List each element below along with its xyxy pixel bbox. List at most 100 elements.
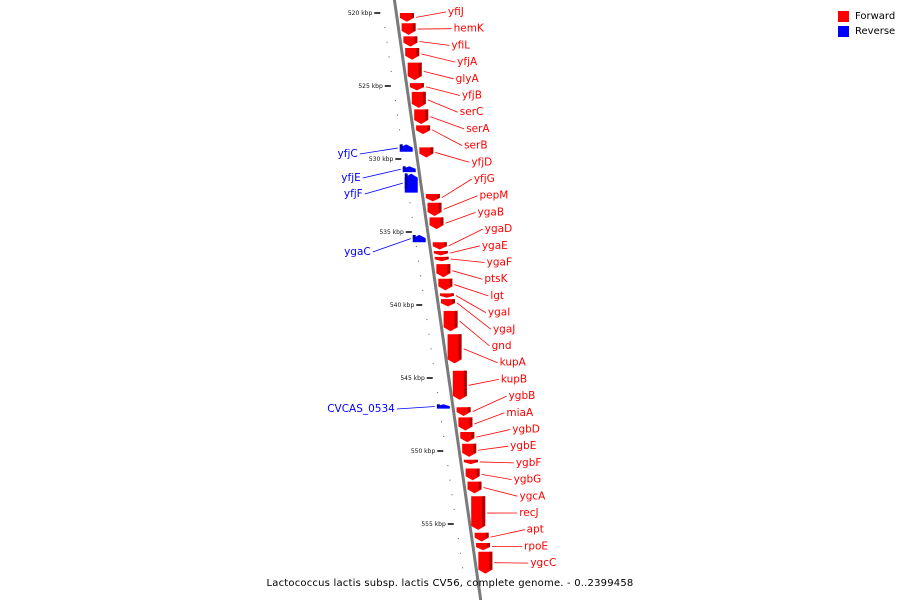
gene-label[interactable]: pepM (480, 190, 509, 202)
gene-leader-line (441, 178, 473, 199)
forward-gene[interactable] (399, 13, 414, 22)
gene-shading (487, 542, 491, 547)
axis-tick-label: 520 kbp (348, 10, 373, 17)
gene-label[interactable]: kupB (501, 373, 527, 385)
gene-label[interactable]: ygaC (344, 246, 371, 258)
forward-gene[interactable] (436, 264, 451, 278)
axis-tick-label: 535 kbp (379, 229, 404, 236)
forward-gene[interactable] (409, 83, 424, 91)
forward-gene[interactable] (456, 407, 471, 416)
forward-gene[interactable] (425, 194, 440, 202)
gene-label[interactable]: serA (466, 123, 490, 135)
gene-shading (473, 443, 477, 453)
forward-gene[interactable] (462, 443, 477, 457)
gene-label[interactable]: lgt (490, 290, 504, 302)
gene-leader-line (450, 258, 485, 263)
gene-label[interactable]: gnd (492, 340, 512, 352)
gene-label[interactable]: yfjA (457, 56, 478, 68)
gene-label[interactable]: serB (464, 140, 487, 152)
forward-gene[interactable] (452, 370, 467, 400)
forward-gene[interactable] (467, 481, 482, 494)
forward-gene[interactable] (401, 23, 416, 35)
forward-gene[interactable] (434, 256, 449, 262)
forward-gene[interactable] (471, 496, 486, 530)
gene-label[interactable]: ygbD (512, 424, 540, 436)
forward-gene[interactable] (478, 551, 493, 574)
forward-gene[interactable] (447, 334, 462, 364)
reverse-gene[interactable] (412, 234, 426, 243)
forward-gene[interactable] (405, 48, 420, 60)
gene-label[interactable]: ygcA (520, 490, 547, 502)
gene-label[interactable]: ygbF (516, 457, 542, 469)
forward-gene[interactable] (416, 125, 431, 135)
gene-label[interactable]: ygaI (488, 307, 510, 319)
forward-gene[interactable] (432, 242, 447, 250)
gene-label[interactable]: yfjF (344, 188, 363, 200)
forward-gene[interactable] (414, 109, 429, 124)
gene-label[interactable]: yfjE (341, 172, 360, 184)
gene-shading (412, 23, 416, 31)
forward-gene[interactable] (438, 278, 453, 291)
gene-label[interactable]: ygbE (510, 440, 536, 452)
gene-label[interactable]: serC (460, 106, 484, 118)
gene-label[interactable]: yfjD (471, 156, 492, 168)
forward-gene[interactable] (411, 91, 426, 108)
gene-label[interactable]: yfjG (474, 173, 495, 185)
gene-label[interactable]: ygaE (482, 240, 508, 252)
forward-gene[interactable] (429, 217, 444, 230)
gene-label[interactable]: ygbB (509, 390, 536, 402)
forward-gene[interactable] (439, 293, 454, 298)
gene-label[interactable]: rpoE (524, 540, 548, 552)
gene-shading (474, 459, 478, 463)
reverse-gene[interactable] (402, 166, 416, 173)
gene-leader-line (449, 245, 480, 254)
reverse-gene[interactable] (404, 173, 418, 193)
gene-label[interactable]: ygaB (478, 206, 505, 218)
reverse-gene[interactable] (399, 144, 413, 152)
forward-gene[interactable] (460, 432, 475, 443)
forward-gene[interactable] (465, 468, 480, 481)
gene-label[interactable]: ygaJ (493, 323, 515, 335)
gene-label[interactable]: ygcC (530, 557, 556, 569)
forward-gene[interactable] (458, 417, 473, 431)
reverse-gene[interactable] (436, 404, 450, 409)
gene-shading (404, 173, 408, 189)
gene-shading (422, 91, 426, 104)
gene-label[interactable]: ygaF (487, 257, 512, 269)
forward-gene[interactable] (427, 202, 442, 216)
gene-label[interactable]: glyA (456, 73, 480, 85)
gene-leader-line (419, 41, 450, 46)
gene-shading (416, 48, 420, 56)
forward-gene[interactable] (403, 36, 418, 47)
gene-label[interactable]: apt (527, 524, 544, 536)
axis-ticks: 520 kbp 525 kbp 530 kbp 535 kbp 540 kbp 545 k… (348, 10, 464, 569)
gene-leader-line (478, 445, 509, 451)
gene-label[interactable]: yfjB (462, 90, 482, 102)
gene-label[interactable]: ygbG (514, 474, 542, 486)
gene-leader-line (463, 348, 498, 364)
gene-label[interactable]: yfiJ (448, 6, 464, 18)
forward-gene[interactable] (440, 299, 455, 307)
gene-leader-line (481, 473, 512, 480)
forward-gene[interactable] (463, 459, 478, 465)
gene-label[interactable]: ptsK (484, 273, 508, 285)
gene-shading (471, 432, 475, 439)
gene-label[interactable]: recJ (519, 507, 538, 519)
forward-gene[interactable] (419, 147, 434, 158)
gene-label[interactable]: ygaD (485, 223, 512, 235)
forward-gene[interactable] (407, 62, 422, 81)
forward-gene[interactable] (476, 542, 491, 551)
forward-gene[interactable] (433, 250, 448, 256)
gene-label[interactable]: yfjC (338, 148, 358, 160)
gene-label[interactable]: miaA (506, 407, 534, 419)
gene-label[interactable]: yfiL (451, 39, 470, 51)
forward-gene[interactable] (443, 310, 458, 332)
forward-gene[interactable] (474, 532, 489, 542)
gene-label[interactable]: hemK (454, 23, 485, 35)
gene-label[interactable]: kupA (500, 357, 527, 369)
legend-item-reverse: Reverse (838, 24, 895, 39)
gene-shading (445, 256, 449, 260)
axis-tick-label: 545 kbp (400, 375, 425, 382)
gene-label[interactable]: CVCAS_0534 (327, 403, 395, 415)
